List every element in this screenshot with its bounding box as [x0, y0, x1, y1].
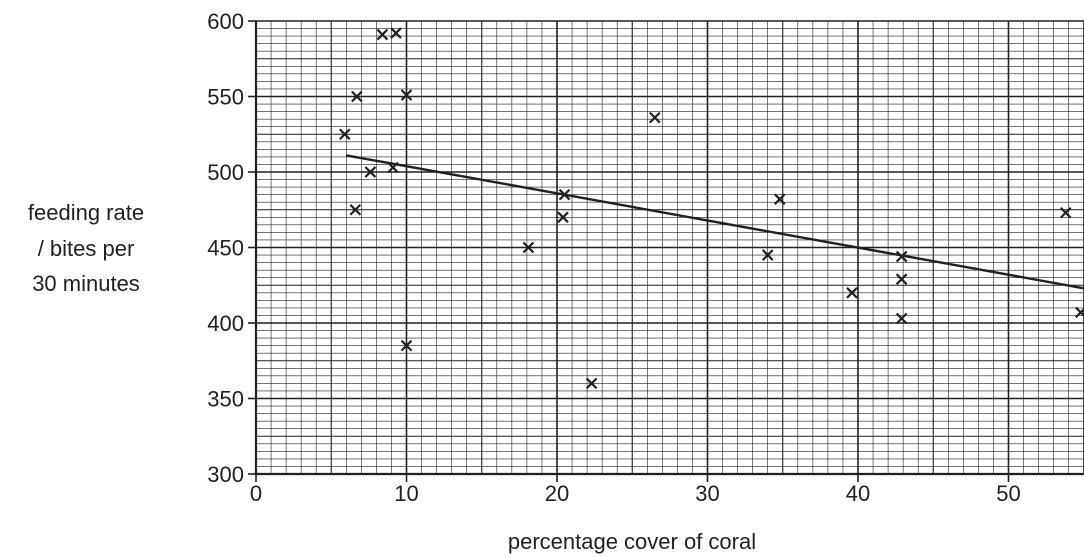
cross-stroke [895, 273, 908, 285]
data-point [761, 249, 774, 261]
x-tick-label: 40 [846, 481, 870, 506]
cross-stroke [649, 111, 661, 124]
x-tick-label: 0 [250, 481, 262, 506]
cross-stroke [585, 377, 598, 390]
data-point [387, 161, 399, 174]
cross-stroke [522, 241, 535, 254]
y-tick-labels: 300 350 400 450 500 550 600 [207, 9, 244, 487]
cross-stroke [761, 249, 774, 261]
x-tick-labels: 0 10 20 30 40 50 [250, 481, 1021, 506]
y-axis-label-line-2: / bites per [38, 236, 135, 261]
cross-stroke [351, 90, 363, 103]
data-point [846, 287, 858, 299]
data-point [895, 312, 908, 325]
data-point [895, 273, 908, 285]
cross-stroke [390, 27, 402, 39]
y-tick-label: 350 [207, 387, 244, 412]
y-axis-label-line-1: feeding rate [28, 200, 144, 225]
x-tick-label: 10 [394, 481, 418, 506]
y-tick-label: 500 [207, 160, 244, 185]
cross-stroke [400, 339, 413, 352]
y-tick-label: 400 [207, 311, 244, 336]
data-point [349, 203, 362, 216]
y-tick-label: 300 [207, 462, 244, 487]
cross-stroke [339, 128, 351, 141]
data-point [400, 89, 413, 101]
trend-line [346, 154, 1084, 290]
data-point [585, 377, 598, 390]
data-point [351, 90, 363, 103]
data-point [649, 111, 661, 124]
y-tick-label: 450 [207, 236, 244, 261]
cross-stroke [376, 28, 389, 41]
data-point [364, 166, 377, 178]
y-tick-label: 600 [207, 9, 244, 34]
cross-stroke [349, 203, 362, 216]
cross-stroke [846, 287, 858, 299]
x-tick-label: 20 [545, 481, 569, 506]
y-tick-label: 550 [207, 85, 244, 110]
data-point [522, 241, 535, 254]
data-point [773, 193, 786, 205]
cross-stroke [895, 312, 908, 325]
x-tick-label: 50 [996, 481, 1020, 506]
axes [248, 20, 1084, 482]
cross-stroke [1074, 307, 1084, 319]
cross-stroke [1059, 206, 1072, 219]
data-point [895, 250, 908, 263]
cross-stroke [557, 211, 569, 224]
data-points [339, 27, 1084, 390]
data-point [1074, 306, 1084, 319]
data-point [390, 27, 402, 39]
cross-stroke [387, 161, 399, 174]
cross-stroke [400, 89, 413, 101]
y-axis-label-line-3: 30 minutes [32, 271, 140, 296]
data-point [339, 128, 351, 141]
cross-stroke [558, 188, 571, 201]
cross-stroke [364, 166, 377, 178]
cross-stroke [895, 250, 908, 263]
data-point [557, 211, 569, 224]
x-tick-label: 30 [695, 481, 719, 506]
x-axis-label: percentage cover of coral [508, 529, 756, 554]
cross-stroke [773, 193, 786, 205]
trendline [346, 154, 1084, 290]
data-point [376, 28, 389, 41]
data-point [400, 339, 413, 352]
data-point [1059, 206, 1072, 219]
data-point [558, 188, 571, 201]
